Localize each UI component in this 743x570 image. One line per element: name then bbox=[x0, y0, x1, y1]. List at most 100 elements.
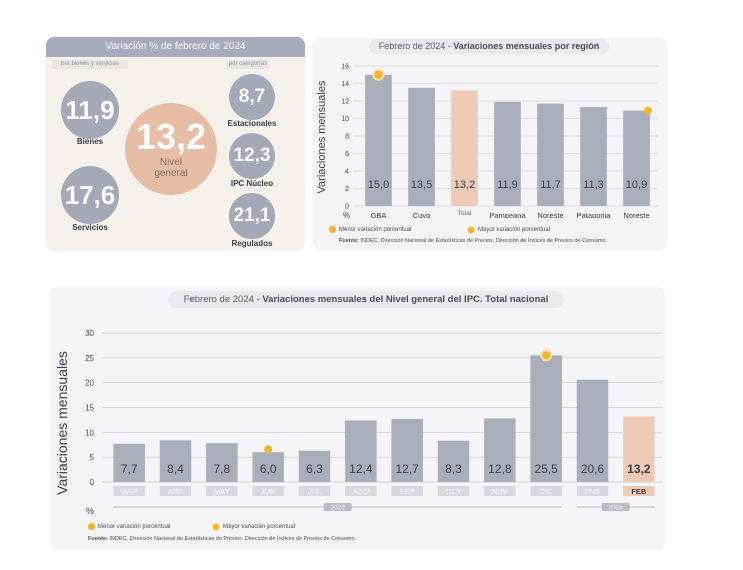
region-source: Fuente: INDEC, Dirección Nacional de Est… bbox=[339, 238, 607, 244]
y-tick-label: 25 bbox=[85, 354, 94, 363]
monthly-chart-title: Febrero de 2024 - Variaciones mensuales … bbox=[168, 291, 564, 308]
bar bbox=[408, 87, 435, 206]
x-tick-label: AGO bbox=[352, 487, 369, 496]
x-tick-background bbox=[345, 486, 377, 496]
value-label: 12,4 bbox=[349, 462, 373, 476]
x-tick-label: MAY bbox=[214, 487, 230, 496]
value-label: 10,9 bbox=[626, 179, 647, 191]
min-marker-icon bbox=[329, 226, 336, 233]
monthly-legend-min: Menor variación porcentual bbox=[88, 523, 170, 530]
monthly-title-bold: Variaciones mensuales del Nivel general … bbox=[262, 294, 549, 305]
region-chart-panel: Febrero de 2024 - Variaciones mensuales … bbox=[313, 38, 667, 250]
region-legend-min-label: Menor variación porcentual bbox=[339, 226, 412, 233]
nivel-general-label-2: general bbox=[154, 168, 188, 179]
bar bbox=[391, 418, 423, 482]
value-label: 12,7 bbox=[395, 462, 419, 476]
nivel-general-circle: 13,2 Nivel general bbox=[125, 103, 217, 195]
bar bbox=[494, 101, 521, 206]
x-tick-label: GBA bbox=[371, 211, 387, 218]
x-tick-label: Cuyo bbox=[413, 211, 431, 218]
region-legend-min: Menor variación porcentual bbox=[329, 226, 411, 233]
region-chart-title: Febrero de 2024 - Variaciones mensuales … bbox=[369, 39, 609, 54]
y-unit-label: % bbox=[343, 211, 350, 218]
region-title-prefix: Febrero de 2024 - bbox=[378, 41, 454, 51]
value-label: 13,2 bbox=[454, 179, 475, 191]
max-marker-icon bbox=[467, 226, 475, 234]
left-subtitle: por bienes y servicios bbox=[52, 60, 128, 69]
bar bbox=[437, 440, 470, 482]
region-title-bold: Variaciones mensuales por región bbox=[453, 41, 600, 51]
min-marker-icon bbox=[88, 523, 95, 530]
bienes-circle: 11,9 bbox=[61, 81, 119, 139]
value-label: 13,2 bbox=[627, 462, 651, 476]
max-marker bbox=[372, 68, 385, 81]
value-label: 7,8 bbox=[213, 462, 230, 476]
y-tick-label: 14 bbox=[341, 81, 349, 88]
bienes-value: 11,9 bbox=[65, 94, 115, 125]
y-tick-label: 2 bbox=[345, 186, 349, 193]
servicios-value: 17,6 bbox=[64, 179, 116, 210]
min-marker bbox=[264, 445, 273, 454]
x-tick-label: OCT bbox=[446, 487, 462, 496]
region-bar-chart: 0246810121416%15,0GBA13,5Cuyo13,2Totalna… bbox=[341, 64, 658, 218]
x-tick-label: ENE bbox=[585, 487, 600, 496]
monthly-legend-max: Mayor variación porcentual bbox=[212, 523, 295, 531]
y-tick-label: 10 bbox=[85, 428, 94, 437]
x-tick-background bbox=[159, 486, 192, 496]
x-tick-label: Noreste bbox=[537, 211, 563, 218]
value-label: 7,7 bbox=[121, 462, 138, 476]
x-tick-label: Patagonia bbox=[577, 211, 612, 218]
bar bbox=[623, 110, 650, 206]
bar bbox=[576, 379, 609, 482]
bar bbox=[365, 74, 392, 206]
y-tick-label: 0 bbox=[345, 204, 349, 211]
bar bbox=[530, 355, 562, 482]
nivel-general-value: 13,2 bbox=[135, 116, 207, 157]
region-source-text: INDEC, Dirección Nacional de Estadística… bbox=[358, 238, 608, 244]
ipc-nucleo-value: 12,3 bbox=[233, 145, 271, 166]
y-tick-label: 8 bbox=[345, 134, 349, 141]
max-marker bbox=[540, 349, 553, 362]
x-tick-label: Pampeana bbox=[489, 211, 526, 218]
year-badge bbox=[323, 503, 352, 511]
value-label: 12,8 bbox=[488, 462, 512, 476]
ipc-nucleo-label: IPC Núcleo bbox=[230, 179, 274, 188]
bar bbox=[298, 450, 331, 482]
bar bbox=[159, 440, 192, 482]
region-source-bold: Fuente: bbox=[339, 238, 359, 244]
y-tick-label: 4 bbox=[345, 169, 349, 176]
y-tick-label: 5 bbox=[90, 453, 95, 462]
bar bbox=[623, 416, 655, 482]
x-tick-background bbox=[484, 486, 516, 496]
value-label: 11,9 bbox=[497, 179, 518, 191]
bar bbox=[252, 452, 284, 482]
x-tick-label: JUL bbox=[308, 487, 321, 496]
year-label: 2023 bbox=[330, 505, 345, 512]
y-tick-label: 20 bbox=[85, 379, 94, 388]
y-tick-label: 10 bbox=[341, 116, 349, 123]
monthly-legend-max-label: Mayor variación porcentual bbox=[223, 524, 296, 530]
value-label: 6,3 bbox=[306, 462, 323, 476]
x-tick-background bbox=[113, 486, 145, 496]
monthly-source-text: INDEC, Dirección Nacional de Estadística… bbox=[107, 536, 357, 542]
y-tick-label: 30 bbox=[85, 329, 94, 338]
x-tick-label: JUN bbox=[261, 487, 276, 496]
y-tick-label: 16 bbox=[341, 64, 349, 71]
region-legend-max: Mayor variación porcentual bbox=[467, 226, 550, 234]
year-label: 2024 bbox=[608, 505, 623, 512]
regulados-circle: 21,1 bbox=[229, 193, 275, 239]
monthly-legend-min-label: Menor variación porcentual bbox=[98, 523, 171, 530]
bar bbox=[206, 443, 238, 482]
bar bbox=[580, 107, 607, 206]
summary-title: Variación % de febrero de 2024 bbox=[46, 37, 305, 57]
min-marker bbox=[643, 106, 652, 115]
y-tick-label: 15 bbox=[85, 404, 94, 413]
value-label: 13,5 bbox=[411, 179, 432, 191]
x-tick-label: SEP bbox=[400, 487, 415, 496]
monthly-source-bold: Fuente: bbox=[88, 536, 108, 542]
value-label: 15,0 bbox=[368, 179, 389, 191]
value-label: 6,0 bbox=[260, 462, 277, 476]
y-tick-label: 6 bbox=[345, 151, 349, 158]
x-tick-label: ABR bbox=[168, 487, 184, 496]
monthly-chart-panel: Febrero de 2024 - Variaciones mensuales … bbox=[50, 287, 665, 550]
